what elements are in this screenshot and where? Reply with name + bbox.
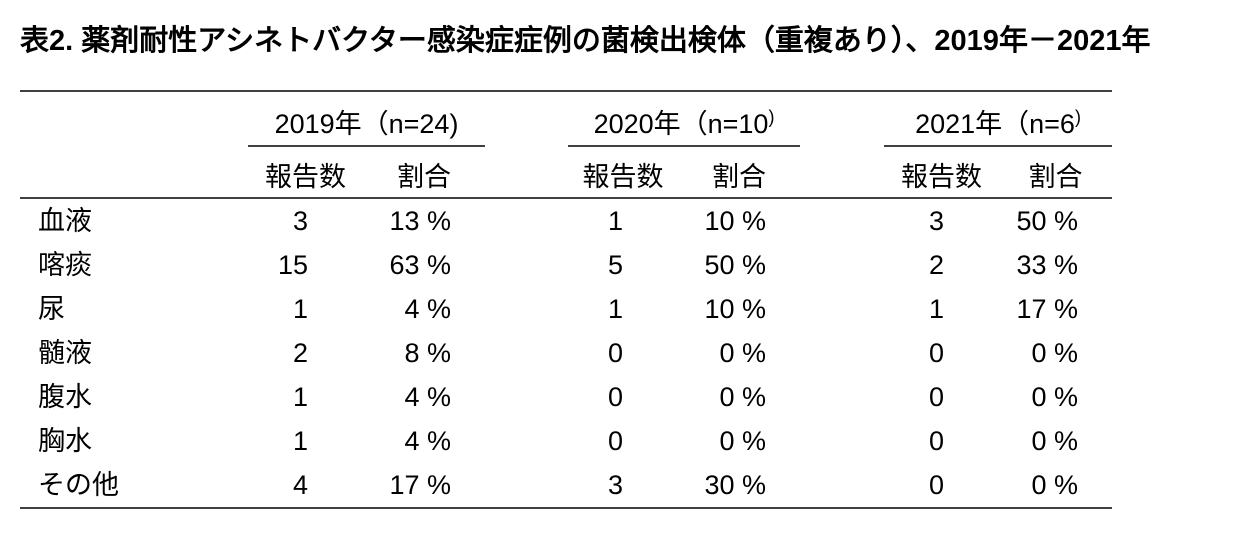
cell-count-2019: 1 bbox=[292, 425, 308, 456]
cell-ratio-2019: 4 % bbox=[404, 425, 451, 456]
year-group-header-2019: 2019年（n=24) bbox=[248, 91, 485, 147]
cell-ratio-2019: 17 % bbox=[389, 469, 451, 500]
cell-ratio-2019: 63 % bbox=[389, 249, 451, 280]
row-label: 腹水 bbox=[38, 381, 92, 412]
cell-count-2021: 3 bbox=[928, 205, 945, 236]
cell-count-2021: 0 bbox=[928, 425, 945, 456]
group-spacer bbox=[800, 243, 884, 287]
year-label-2020-sup: ) bbox=[768, 107, 775, 127]
cell-ratio-2020: 0 % bbox=[719, 425, 767, 456]
table-row-other: その他 4 17 % 3 30 % 0 0 % bbox=[20, 463, 1112, 508]
row-label: 尿 bbox=[38, 293, 65, 324]
cell-ratio-2020: 0 % bbox=[719, 337, 767, 368]
cell-count-2021: 0 bbox=[928, 337, 945, 368]
cell-count-2021: 1 bbox=[928, 293, 945, 324]
subheader-count-2020: 報告数 bbox=[568, 146, 678, 199]
cell-ratio-2020: 50 % bbox=[704, 249, 767, 280]
cell-count-2020: 3 bbox=[607, 469, 623, 500]
table-row-ascites: 腹水 1 4 % 0 0 % 0 0 % bbox=[20, 375, 1112, 419]
cell-ratio-2019: 4 % bbox=[404, 381, 451, 412]
group-spacer bbox=[800, 91, 884, 146]
cell-count-2020: 0 bbox=[607, 425, 623, 456]
group-spacer bbox=[485, 243, 568, 287]
table-title: 表2. 薬剤耐性アシネトバクター感染症症例の菌検出検体（重複あり）、2019年－… bbox=[20, 25, 1151, 57]
row-label: 喀痰 bbox=[38, 249, 92, 280]
year-group-header-2021: 2021年（n=6) bbox=[884, 91, 1113, 147]
cell-count-2019: 4 bbox=[292, 469, 308, 500]
table-row-spinal-fluid: 髄液 2 8 % 0 0 % 0 0 % bbox=[20, 331, 1112, 375]
subheader-ratio-2020: 割合 bbox=[678, 146, 801, 199]
table-row-pleural-fluid: 胸水 1 4 % 0 0 % 0 0 % bbox=[20, 419, 1112, 463]
subheader-count-2021: 報告数 bbox=[884, 146, 1000, 199]
cell-ratio-2019: 4 % bbox=[404, 293, 451, 324]
cell-ratio-2020: 10 % bbox=[704, 293, 767, 324]
cell-count-2019: 1 bbox=[292, 381, 308, 412]
cell-count-2020: 1 bbox=[607, 205, 623, 236]
cell-count-2019: 1 bbox=[292, 293, 308, 324]
cell-count-2019: 2 bbox=[292, 337, 308, 368]
group-spacer bbox=[485, 331, 568, 375]
specimen-table: 2019年（n=24) 2020年（n=10) 2021年（n=6) 報告数 割… bbox=[20, 90, 1113, 509]
group-spacer bbox=[485, 375, 568, 419]
cell-count-2020: 0 bbox=[607, 381, 623, 412]
subheader-count-2019: 報告数 bbox=[248, 146, 363, 199]
row-label: 髄液 bbox=[38, 337, 92, 368]
cell-count-2020: 0 bbox=[607, 337, 623, 368]
cell-ratio-2021: 0 % bbox=[1031, 381, 1079, 412]
group-spacer bbox=[485, 198, 568, 243]
cell-ratio-2021: 0 % bbox=[1031, 337, 1079, 368]
year-label-2020: 2020年（n=10 bbox=[593, 109, 769, 139]
cell-count-2019: 15 bbox=[277, 249, 308, 280]
year-label-2021-sup: ) bbox=[1074, 107, 1081, 127]
group-spacer bbox=[800, 419, 884, 463]
year-group-header-2020: 2020年（n=10) bbox=[568, 91, 801, 147]
cell-count-2021: 0 bbox=[928, 381, 945, 412]
cell-count-2021: 2 bbox=[928, 249, 945, 280]
cell-count-2019: 3 bbox=[292, 205, 308, 236]
cell-ratio-2021: 0 % bbox=[1031, 425, 1079, 456]
cell-ratio-2020: 10 % bbox=[704, 205, 767, 236]
corner-cell bbox=[20, 91, 248, 146]
cell-ratio-2019: 8 % bbox=[404, 337, 451, 368]
subheader-ratio-2019: 割合 bbox=[363, 146, 485, 199]
year-header-row: 2019年（n=24) 2020年（n=10) 2021年（n=6) bbox=[20, 91, 1113, 147]
cell-ratio-2021: 0 % bbox=[1031, 469, 1079, 500]
year-label-2019: 2019年（n=24) bbox=[274, 109, 459, 139]
subheader-ratio-2021: 割合 bbox=[999, 146, 1113, 199]
table-row-sputum: 喀痰 15 63 % 5 50 % 2 33 % bbox=[20, 243, 1112, 287]
cell-ratio-2021: 33 % bbox=[1016, 249, 1079, 280]
row-label: 血液 bbox=[38, 205, 92, 236]
cell-ratio-2021: 50 % bbox=[1016, 205, 1079, 236]
group-spacer bbox=[800, 375, 884, 419]
subheader-empty-cell bbox=[20, 146, 248, 199]
cell-count-2020: 5 bbox=[607, 249, 623, 280]
row-label: その他 bbox=[38, 469, 119, 500]
group-spacer bbox=[485, 463, 568, 508]
table-row-urine: 尿 1 4 % 1 10 % 1 17 % bbox=[20, 287, 1112, 331]
group-spacer bbox=[800, 463, 884, 508]
cell-ratio-2020: 30 % bbox=[704, 469, 767, 500]
group-spacer bbox=[485, 91, 568, 146]
cell-count-2021: 0 bbox=[928, 469, 945, 500]
group-spacer bbox=[800, 331, 884, 375]
year-label-2021: 2021年（n=6 bbox=[915, 109, 1075, 139]
table-row-blood: 血液 3 13 % 1 10 % 3 50 % bbox=[20, 198, 1112, 243]
group-spacer bbox=[800, 198, 884, 243]
row-label: 胸水 bbox=[38, 425, 92, 456]
cell-ratio-2021: 17 % bbox=[1016, 293, 1079, 324]
group-spacer bbox=[800, 287, 884, 331]
cell-count-2020: 1 bbox=[607, 293, 623, 324]
cell-ratio-2020: 0 % bbox=[719, 381, 767, 412]
cell-ratio-2019: 13 % bbox=[389, 205, 451, 236]
group-spacer bbox=[485, 287, 568, 331]
group-spacer bbox=[800, 146, 885, 199]
group-spacer bbox=[485, 146, 568, 199]
subheader-row: 報告数 割合 報告数 割合 報告数 割合 bbox=[20, 146, 1113, 199]
group-spacer bbox=[485, 419, 568, 463]
